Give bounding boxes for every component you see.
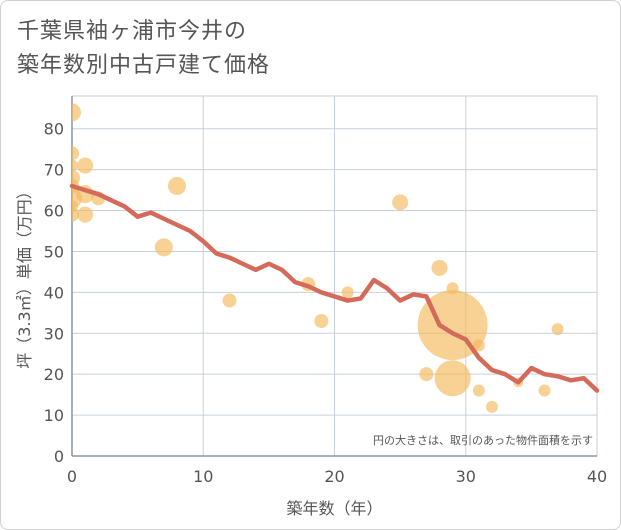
data-bubble [434,360,471,397]
data-bubble [392,194,409,211]
data-bubble [419,367,434,382]
y-tick-label: 80 [44,120,64,139]
data-bubble [77,157,94,174]
x-axis-label: 築年数（年） [286,499,382,518]
tick-layer: 0 10 20 30 40 50 60 70 80 0 10 20 30 40 [44,120,608,486]
title-line-2: 築年数別中古戸建て価格 [17,53,271,78]
data-bubble [154,238,173,257]
y-tick-label: 40 [44,283,64,302]
x-tick-label: 20 [324,467,344,486]
data-bubble [486,400,498,413]
data-bubble [222,293,237,308]
data-bubble [551,323,564,336]
y-axis-label: 坪（3.3㎡）単価（万円） [15,183,34,368]
trend-line-layer [69,183,600,393]
data-bubble [72,103,81,122]
x-tick-label: 30 [456,467,476,486]
y-tick-label: 30 [44,324,64,343]
y-tick-label: 20 [44,365,64,384]
title-line-1: 千葉県袖ヶ浦市今井の [17,19,248,44]
x-tick-label: 0 [67,467,77,486]
data-bubble [77,206,94,223]
data-bubble [431,259,448,276]
data-bubble [72,207,79,222]
bubble-size-note: 円の大きさは、取引のあった物件面積を示す [373,433,593,447]
y-tick-label: 0 [54,447,64,466]
y-tick-label: 60 [44,202,64,221]
x-tick-label: 10 [193,467,213,486]
grid-layer [71,95,598,457]
y-tick-label: 50 [44,242,64,261]
y-tick-label: 10 [44,406,64,425]
data-bubble [538,384,551,397]
data-bubble [314,314,329,328]
data-bubble [472,384,485,397]
data-bubble [72,146,79,161]
data-bubble [341,286,354,299]
average-price-line [69,183,600,393]
data-bubble [472,339,485,352]
data-bubble [168,177,186,195]
y-tick-label: 70 [44,161,64,180]
chart-title: 千葉県袖ヶ浦市今井の 築年数別中古戸建て価格 [17,15,270,83]
data-bubble [72,159,78,172]
x-tick-label: 40 [587,467,607,486]
